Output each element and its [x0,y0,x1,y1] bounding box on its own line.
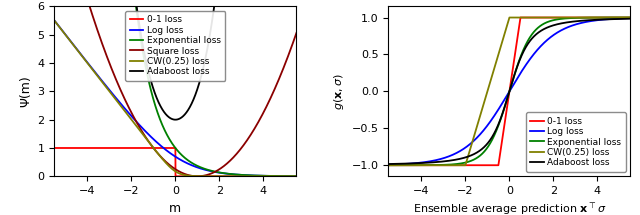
0-1 loss [627,16,634,19]
CW(0.25) loss [262,175,269,178]
Line: Exponential loss: Exponential loss [54,0,296,176]
Line: CW(0.25) loss: CW(0.25) loss [388,18,630,165]
Adaboost loss [412,162,420,164]
Log loss [488,118,495,121]
Exponential loss [412,164,420,166]
Line: Square loss: Square loss [54,0,296,176]
Adaboost loss [385,163,392,165]
CW(0.25) loss [78,55,86,57]
Exponential loss [288,175,296,177]
0-1 loss [78,147,86,149]
Square loss [288,45,296,48]
X-axis label: Ensemble average prediction $\mathbf{x}^\top \sigma$: Ensemble average prediction $\mathbf{x}^… [413,202,606,215]
Log loss [78,54,86,57]
CW(0.25) loss [477,111,485,114]
Line: 0-1 loss: 0-1 loss [54,148,296,176]
0-1 loss [426,164,434,166]
Exponential loss [262,175,269,177]
0-1 loss [143,147,151,149]
Adaboost loss [627,17,634,20]
CW(0.25) loss [488,76,495,78]
Adaboost loss [622,18,630,20]
0-1 loss [596,16,604,19]
Y-axis label: Ψ(m): Ψ(m) [19,75,32,107]
Line: Log loss: Log loss [54,20,296,176]
Adaboost loss [143,65,151,68]
Log loss [262,175,269,177]
Exponential loss [622,16,630,19]
0-1 loss [385,164,392,166]
Adaboost loss [154,99,161,102]
0-1 loss [154,147,161,149]
Log loss [385,163,392,166]
0-1 loss [51,147,58,149]
CW(0.25) loss [292,175,300,178]
0-1 loss [292,175,300,178]
Square loss [193,175,201,178]
0-1 loss [288,175,296,178]
Adaboost loss [426,161,434,164]
Log loss [622,17,630,20]
Line: 0-1 loss: 0-1 loss [388,18,630,165]
Line: Adaboost loss: Adaboost loss [54,0,296,120]
Line: Log loss: Log loss [388,18,630,165]
CW(0.25) loss [51,19,58,22]
CW(0.25) loss [385,164,392,166]
Log loss [288,175,296,177]
Log loss [477,132,485,134]
X-axis label: m: m [170,202,182,215]
Log loss [596,19,604,21]
CW(0.25) loss [93,73,100,76]
0-1 loss [477,164,485,166]
Log loss [412,162,420,164]
Square loss [292,32,300,34]
Log loss [51,19,58,22]
Log loss [426,160,434,163]
Log loss [292,175,300,177]
CW(0.25) loss [622,16,630,19]
Line: Exponential loss: Exponential loss [388,18,630,165]
Adaboost loss [596,18,604,21]
0-1 loss [412,164,420,166]
Adaboost loss [172,118,179,121]
Line: CW(0.25) loss: CW(0.25) loss [54,21,296,176]
0-1 loss [488,164,495,166]
Square loss [262,107,269,109]
Square loss [93,26,100,28]
0-1 loss [622,16,630,19]
Legend: 0-1 loss, Log loss, Exponential loss, Square loss, CW(0.25) loss, Adaboost loss: 0-1 loss, Log loss, Exponential loss, Sq… [125,11,225,81]
Log loss [143,132,151,134]
CW(0.25) loss [143,139,151,141]
0-1 loss [516,16,524,19]
Log loss [627,17,634,19]
Exponential loss [477,153,485,156]
Log loss [93,72,100,75]
Exponential loss [488,139,495,142]
Legend: 0-1 loss, Log loss, Exponential loss, CW(0.25) loss, Adaboost loss: 0-1 loss, Log loss, Exponential loss, CW… [525,112,626,172]
Exponential loss [385,164,392,166]
CW(0.25) loss [596,16,604,19]
CW(0.25) loss [412,164,420,166]
Square loss [154,152,161,155]
Log loss [154,142,161,144]
Adaboost loss [477,148,485,151]
0-1 loss [93,147,100,149]
Exponential loss [596,16,604,19]
CW(0.25) loss [426,164,434,166]
Square loss [143,138,151,141]
Exponential loss [154,112,161,114]
Exponential loss [426,164,434,166]
Exponential loss [143,73,151,76]
CW(0.25) loss [506,16,513,19]
Line: Adaboost loss: Adaboost loss [388,19,630,164]
CW(0.25) loss [154,152,161,155]
Exponential loss [627,16,634,19]
0-1 loss [172,175,179,178]
0-1 loss [262,175,269,178]
Y-axis label: $g(\mathbf{x}, \sigma)$: $g(\mathbf{x}, \sigma)$ [332,73,346,110]
CW(0.25) loss [627,16,634,19]
Adaboost loss [488,136,495,139]
Exponential loss [292,175,300,177]
CW(0.25) loss [288,175,296,178]
